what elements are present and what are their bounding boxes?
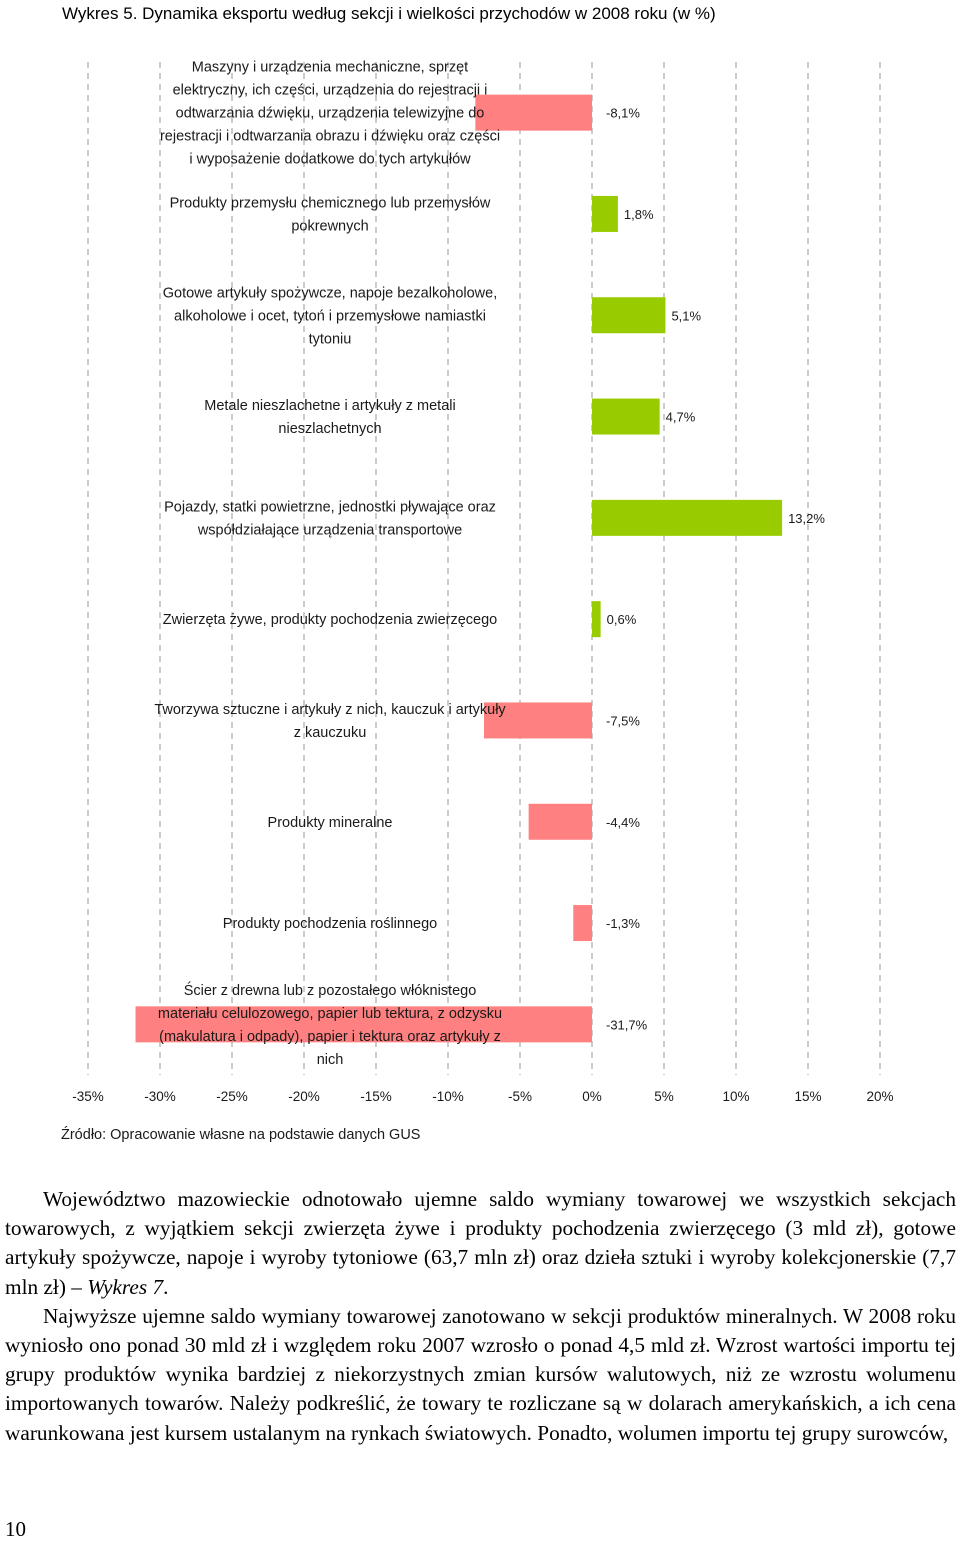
paragraph-2: Najwyższe ujemne saldo wymiany towarowej… [5,1302,956,1448]
bar [484,702,592,739]
category-label: Pojazdy, statki powietrzne, jednostki pł… [164,499,496,538]
x-tick-label: -30% [144,1089,176,1104]
category-label-line: elektryczny, ich części, urządzenia do r… [173,83,488,99]
category-label-line: tytoniu [309,331,352,347]
value-labels: -8,1% 1,8% 5,1% 4,7% 13,2% 0,6% -7,5% -4,4% -1,3… [606,106,825,1033]
x-axis-ticks: -35% -30% -25% -20% -15% -10% -5% 0% 5% 10% 15% 20% [72,1089,893,1104]
chart-grid [87,62,881,1075]
x-tick-label: -10% [432,1089,464,1104]
category-label: Ścier z drewna lub z pozostałego włóknis… [158,981,502,1068]
category-label-line: (makulatura i odpady), papier i tektura … [159,1029,501,1045]
export-dynamics-chart: Maszyny i urządzenia mechaniczne, sprzęt… [72,60,893,1104]
chart-bars [135,94,783,1043]
category-label-line: Tworzywa sztuczne i artykuły z nich, kau… [154,702,506,718]
bar [592,398,660,435]
bar [592,499,783,536]
value-label: -8,1% [606,106,640,121]
category-label-line: pokrewnych [291,218,368,234]
x-tick-label: 10% [722,1089,749,1104]
bar [592,195,618,232]
paragraph-text: Województwo mazowieckie odnotowało ujemn… [5,1187,956,1299]
value-label: 1,8% [624,207,654,222]
bar [592,601,601,638]
x-tick-label: -15% [360,1089,392,1104]
category-label-line: nich [317,1052,344,1068]
category-label-line: Maszyny i urządzenia mechaniczne, sprzęt [192,60,468,76]
value-label: -31,7% [606,1017,648,1032]
category-label-line: nieszlachetnych [278,421,381,437]
category-label: Produkty mineralne [268,815,393,831]
value-label: 5,1% [671,308,701,323]
x-tick-label: -20% [288,1089,320,1104]
category-label-line: i wyposażenie dodatkowe do tych artykułó… [189,152,471,168]
category-label-line: odtwarzania dźwięku, urządzenia telewizy… [176,106,485,122]
value-label: -7,5% [606,713,640,728]
chart-title: Wykres 5. Dynamika eksportu według sekcj… [62,4,716,23]
bar [592,297,666,334]
value-label: 0,6% [607,612,637,627]
x-tick-label: 20% [866,1089,893,1104]
category-label-line: Zwierzęta żywe, produkty pochodzenia zwi… [163,612,497,628]
x-tick-label: 15% [794,1089,821,1104]
category-label-line: Gotowe artykuły spożywcze, napoje bezalk… [163,285,497,301]
value-label: -1,3% [606,916,640,931]
bar [475,94,592,131]
category-label-line: z kauczuku [294,725,367,741]
figure-reference: Wykres 7 [87,1274,164,1299]
bar [573,905,592,942]
category-label-line: rejestracji i odtwarzania obrazu i dźwię… [160,129,500,145]
x-tick-label: 5% [654,1089,674,1104]
category-label-line: alkoholowe i ocet, tytoń i przemysłowe n… [174,308,486,324]
value-label: 4,7% [666,410,696,425]
category-label-line: Metale nieszlachetne i artykuły z metali [204,398,455,414]
body-text: Województwo mazowieckie odnotowało ujemn… [5,1185,956,1448]
category-label: Gotowe artykuły spożywcze, napoje bezalk… [163,285,497,347]
x-tick-label: -35% [72,1089,104,1104]
x-tick-label: -25% [216,1089,248,1104]
bar [528,803,592,840]
value-label: 13,2% [788,511,825,526]
category-label: Produkty przemysłu chemicznego lub przem… [170,195,491,234]
category-label: Tworzywa sztuczne i artykuły z nich, kau… [154,702,506,741]
x-tick-label: 0% [582,1089,602,1104]
paragraph-1: Województwo mazowieckie odnotowało ujemn… [5,1185,956,1302]
paragraph-text: . [163,1274,169,1299]
chart-source-note: Źródło: Opracowanie własne na podstawie … [61,1127,421,1143]
x-tick-label: -5% [508,1089,532,1104]
paragraph-text: Najwyższe ujemne saldo wymiany towarowej… [5,1303,956,1445]
category-label-line: Produkty pochodzenia roślinnego [223,916,437,932]
category-label-line: Ścier z drewna lub z pozostałego włóknis… [184,981,477,999]
category-label: Metale nieszlachetne i artykuły z metali… [204,398,455,437]
category-label-line: Produkty mineralne [268,815,393,831]
category-label-line: współdziałające urządzenia transportowe [197,522,462,538]
category-label: Maszyny i urządzenia mechaniczne, sprzęt… [160,60,500,168]
category-label-line: Produkty przemysłu chemicznego lub przem… [170,195,491,211]
category-label: Produkty pochodzenia roślinnego [223,916,437,932]
value-label: -4,4% [606,815,640,830]
category-label-line: materiału celulozowego, papier lub tektu… [158,1006,502,1022]
category-label: Zwierzęta żywe, produkty pochodzenia zwi… [163,612,497,628]
bar [135,1006,592,1043]
category-label-line: Pojazdy, statki powietrzne, jednostki pł… [164,499,496,515]
category-labels: Maszyny i urządzenia mechaniczne, sprzęt… [154,60,506,1068]
page-number: 10 [5,1517,26,1541]
